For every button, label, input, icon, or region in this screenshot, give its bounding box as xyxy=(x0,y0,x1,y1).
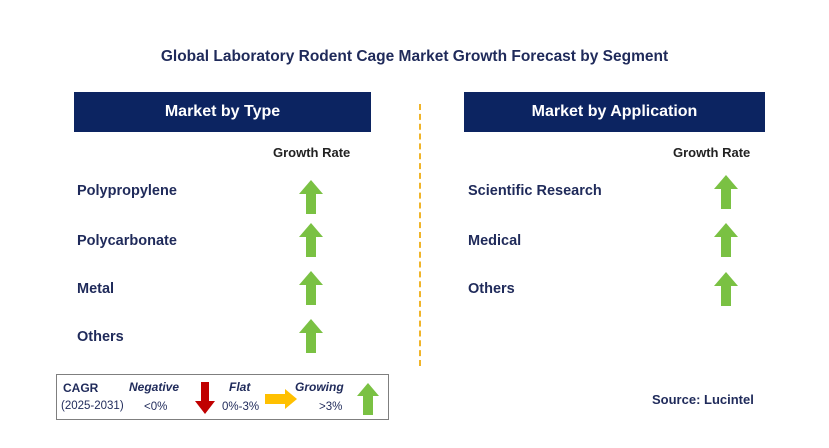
cagr-label: CAGR xyxy=(63,381,99,395)
application-panel-header: Market by Application xyxy=(464,92,765,132)
up-arrow-icon xyxy=(714,223,738,257)
type-growth-rate-label: Growth Rate xyxy=(273,145,351,160)
type-row-label: Metal xyxy=(77,281,115,297)
application-row-label: Scientific Research xyxy=(468,183,602,199)
application-growth-rate-label: Growth Rate xyxy=(673,145,751,160)
source-label: Source: Lucintel xyxy=(652,392,754,407)
page-title: Global Laboratory Rodent Cage Market Gro… xyxy=(160,48,669,65)
up-arrow-icon xyxy=(714,175,738,209)
flat-label: Flat xyxy=(229,380,251,394)
up-arrow-icon xyxy=(299,223,323,257)
cagr-period: (2025-2031) xyxy=(61,400,124,412)
growing-label: Growing xyxy=(295,380,344,394)
negative-label: Negative xyxy=(129,380,180,394)
right-arrow-icon xyxy=(265,389,297,409)
panel-divider xyxy=(419,104,421,366)
up-arrow-icon xyxy=(299,180,323,214)
type-row-label: Others xyxy=(77,329,124,345)
type-row-label: Polycarbonate xyxy=(77,233,177,249)
up-arrow-icon xyxy=(299,271,323,305)
negative-value: <0% xyxy=(144,401,168,413)
application-row-label: Others xyxy=(468,281,515,297)
growing-value: >3% xyxy=(319,401,343,413)
cagr-legend: CAGR (2025-2031) Negative <0% Flat 0%-3%… xyxy=(56,374,389,420)
type-panel-header: Market by Type xyxy=(74,92,371,132)
down-arrow-icon xyxy=(195,382,215,414)
type-row-label: Polypropylene xyxy=(77,183,177,199)
up-arrow-icon xyxy=(299,319,323,353)
application-row-label: Medical xyxy=(468,233,522,249)
up-arrow-icon xyxy=(357,383,379,415)
up-arrow-icon xyxy=(714,272,738,306)
flat-value: 0%-3% xyxy=(222,401,260,413)
